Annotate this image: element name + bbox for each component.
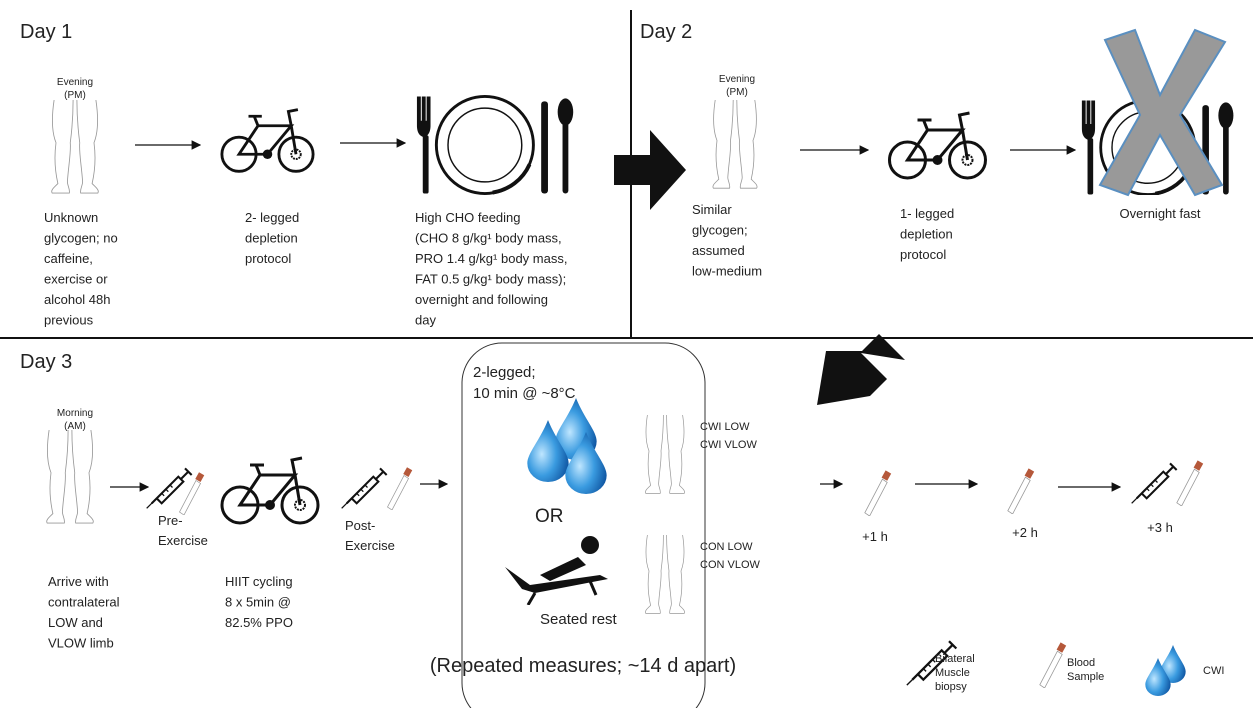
time-label: (AM) — [64, 421, 86, 432]
sample-label: Exercise — [345, 538, 395, 553]
step-text: depletion — [900, 227, 953, 242]
legs-icon — [644, 535, 686, 614]
tube-icon — [387, 466, 413, 510]
icons — [46, 28, 1236, 696]
time-label: Evening — [719, 74, 755, 85]
legend-label: Blood — [1067, 657, 1095, 669]
timepoint-label: +2 h — [1012, 525, 1038, 540]
step-text: glycogen; — [692, 223, 748, 238]
cross-icon — [1098, 28, 1227, 197]
step-text: High CHO feeding — [415, 210, 521, 225]
step-text: contralateral — [48, 595, 120, 610]
step-text: exercise or — [44, 272, 108, 287]
step-text: 2- legged — [245, 210, 299, 225]
day-title: Day 2 — [640, 21, 692, 43]
tube-icon — [1007, 467, 1035, 514]
legs-icon — [46, 430, 94, 524]
sample-label: Post- — [345, 518, 375, 533]
tube-icon — [864, 469, 892, 516]
timepoint-label: +1 h — [862, 529, 888, 544]
step-text: alcohol 48h — [44, 292, 111, 307]
legend-label: Bilateral — [935, 653, 975, 665]
step-text: protocol — [245, 251, 291, 266]
step-text: Similar — [692, 202, 732, 217]
tube-icon — [1176, 459, 1204, 506]
sample-label: Pre- — [158, 513, 183, 528]
condition-box — [461, 342, 706, 708]
syringe-icon — [340, 467, 388, 510]
legend-tube-icon — [1039, 642, 1067, 688]
timepoint-label: +3 h — [1147, 520, 1173, 535]
step-text: protocol — [900, 247, 946, 262]
time-label: Morning — [57, 408, 93, 419]
legs-icon — [644, 415, 686, 494]
step-text: Unknown — [44, 210, 98, 225]
or-label: OR — [535, 506, 564, 527]
step-text: overnight and following — [415, 292, 548, 307]
arrows — [110, 138, 1122, 492]
box-footer: (Repeated measures; ~14 d apart) — [430, 655, 736, 677]
box-header: 10 min @ ~8°C — [473, 385, 576, 402]
step-text: 82.5% PPO — [225, 615, 293, 630]
step-text: glycogen; no — [44, 231, 118, 246]
step-text: 1- legged — [900, 206, 954, 221]
step-text: assumed — [692, 243, 745, 258]
tube-icon — [179, 471, 205, 515]
big-arrow-right — [614, 130, 686, 210]
step-text: caffeine, — [44, 251, 93, 266]
step-text: VLOW limb — [48, 636, 114, 651]
step-text: low-medium — [692, 264, 762, 279]
legend-label: biopsy — [935, 681, 967, 693]
step-text: LOW and — [48, 615, 103, 630]
bike-icon — [220, 456, 320, 525]
bike-icon — [887, 111, 988, 180]
box-header: 2-legged; — [473, 364, 536, 381]
legend-label: Sample — [1067, 671, 1104, 683]
legend-label: Muscle — [935, 667, 970, 679]
time-label: (PM) — [64, 90, 86, 101]
step-text: 8 x 5min @ — [225, 595, 291, 610]
time-label: Evening — [57, 77, 93, 88]
legs-icon — [712, 100, 758, 189]
step-text: depletion — [245, 231, 298, 246]
step-text: (CHO 8 g/kg¹ body mass, — [415, 231, 562, 246]
legend-label: CWI — [1203, 665, 1224, 677]
condition-label: CWI LOW — [700, 421, 750, 433]
day-title: Day 1 — [20, 21, 72, 43]
rest-label: Seated rest — [540, 611, 618, 628]
step-text: PRO 1.4 g/kg¹ body mass, — [415, 251, 567, 266]
condition-label: CWI VLOW — [700, 439, 757, 451]
plate-icon — [415, 95, 576, 195]
big-arrow-down-left — [817, 334, 905, 405]
step-text: Arrive with — [48, 574, 109, 589]
step-text: FAT 0.5 g/kg¹ body mass); — [415, 272, 566, 287]
condition-label: CON LOW — [700, 541, 753, 553]
day-title: Day 3 — [20, 351, 72, 373]
legs-icon — [51, 100, 99, 194]
sample-label: Exercise — [158, 533, 208, 548]
dividers — [0, 10, 1253, 708]
step-text: HIIT cycling — [225, 574, 293, 589]
condition-label: CON VLOW — [700, 559, 761, 571]
step-text: day — [415, 313, 436, 328]
lounger-icon — [503, 535, 610, 605]
step-text: previous — [44, 313, 94, 328]
step-text: Overnight fast — [1120, 206, 1201, 221]
syringe-icon — [1130, 462, 1178, 505]
bike-icon — [220, 108, 315, 173]
time-label: (PM) — [726, 87, 748, 98]
